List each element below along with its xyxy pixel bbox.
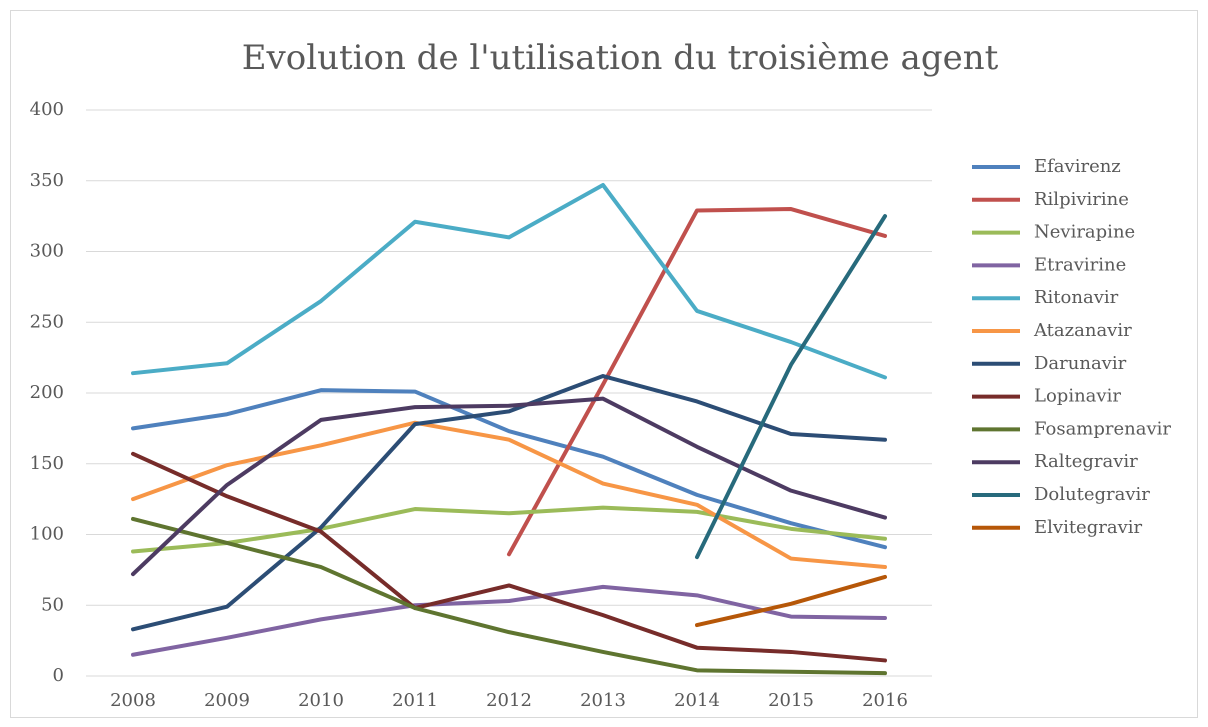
y-tick-label: 350	[30, 170, 64, 191]
series-line	[131, 505, 887, 554]
series-line	[131, 182, 887, 380]
y-tick-label: 250	[30, 311, 64, 332]
x-tick-label: 2014	[674, 690, 720, 711]
x-tick-label: 2009	[204, 690, 250, 711]
series-line	[507, 207, 887, 557]
legend-label: Darunavir	[1034, 353, 1127, 374]
legend-label: Nevirapine	[1034, 222, 1135, 243]
x-tick-label: 2011	[392, 690, 438, 711]
legend-label: Lopinavir	[1034, 386, 1121, 407]
series-line	[695, 574, 887, 628]
y-tick-label: 100	[30, 524, 64, 545]
series-line	[131, 420, 887, 570]
x-tick-label: 2016	[862, 690, 908, 711]
legend-label: Rilpivirine	[1034, 189, 1129, 210]
y-tick-label: 300	[30, 241, 64, 262]
legend-label: Elvitegravir	[1034, 517, 1142, 538]
legend-label: Fosamprenavir	[1034, 418, 1171, 439]
legend-label: Efavirenz	[1034, 156, 1121, 177]
y-tick-label: 200	[30, 382, 64, 403]
series-line	[131, 374, 887, 632]
series-line	[131, 516, 887, 676]
x-tick-label: 2013	[580, 690, 626, 711]
y-tick-label: 0	[53, 665, 64, 686]
legend-label: Ritonavir	[1034, 287, 1119, 308]
y-tick-label: 150	[30, 453, 64, 474]
legend-label: Etravirine	[1034, 254, 1126, 275]
chart-title: Evolution de l'utilisation du troisième …	[242, 38, 999, 78]
legend-label: Dolutegravir	[1034, 484, 1150, 505]
legend-label: Raltegravir	[1034, 451, 1138, 472]
x-tick-label: 2010	[298, 690, 344, 711]
legend-label: Atazanavir	[1033, 320, 1132, 341]
x-tick-label: 2008	[110, 690, 156, 711]
x-tick-label: 2015	[768, 690, 814, 711]
series-line	[131, 396, 887, 577]
series-line	[131, 451, 887, 663]
y-tick-label: 50	[41, 594, 64, 615]
series-line	[131, 388, 887, 550]
y-tick-label: 400	[30, 99, 64, 120]
series-line	[695, 214, 887, 560]
x-tick-label: 2012	[486, 690, 532, 711]
